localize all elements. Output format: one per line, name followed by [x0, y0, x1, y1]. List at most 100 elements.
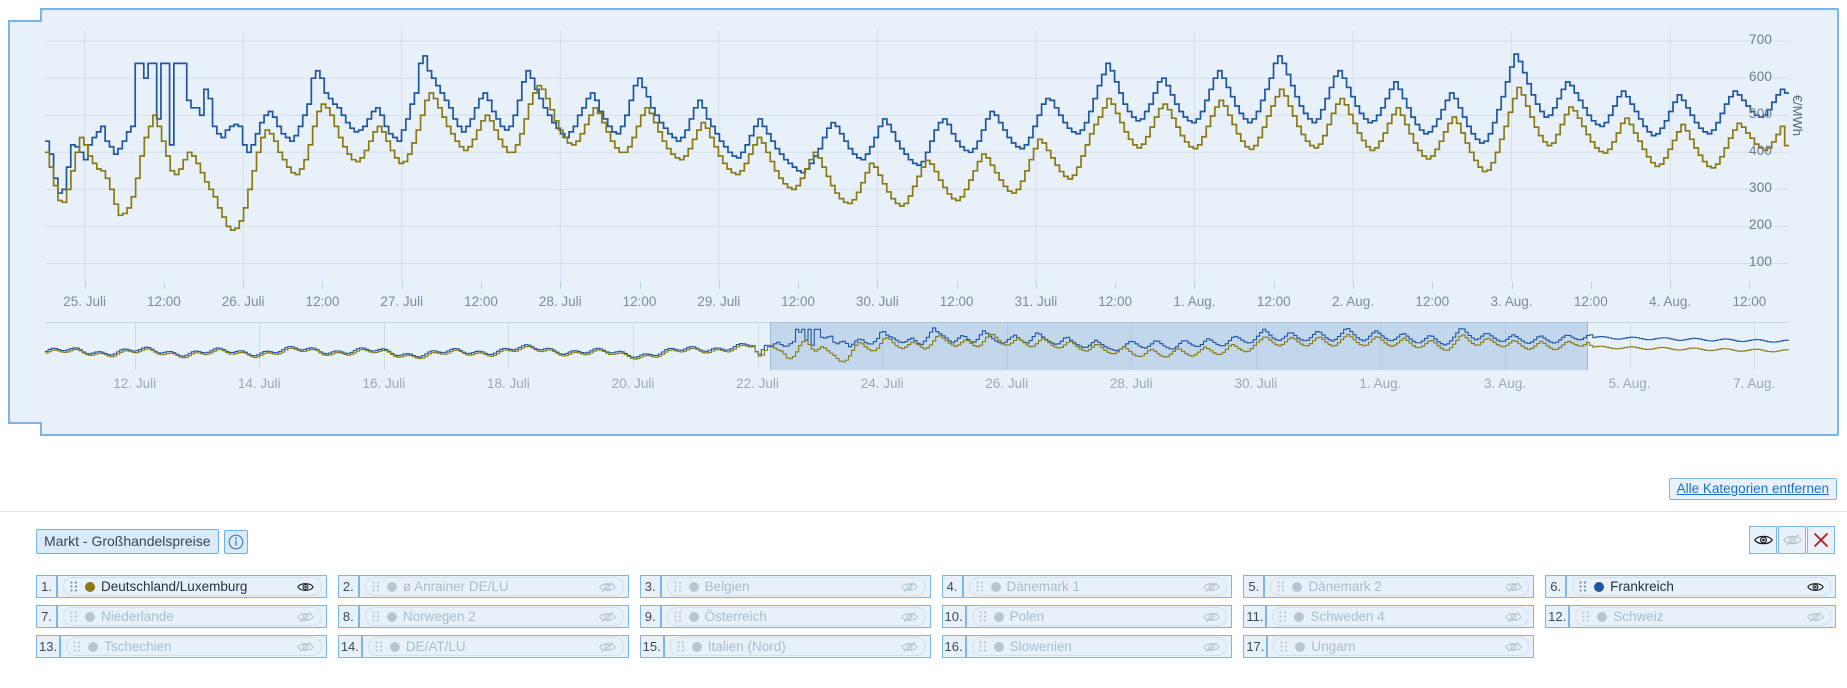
navigator-tick-label: 20. Juli	[611, 376, 655, 391]
eye-slash-icon[interactable]	[901, 580, 919, 594]
x-axis-tick-label: 12:00	[1415, 294, 1450, 309]
x-axis-tick-label: 29. Juli	[697, 294, 741, 309]
hide-all-button[interactable]	[1778, 526, 1806, 554]
eye-slash-icon	[1504, 641, 1522, 652]
legend-item-niederlande[interactable]: Niederlande	[57, 605, 327, 628]
legend-item-index: 5.	[1243, 575, 1265, 598]
eye-slash-icon[interactable]	[1202, 640, 1220, 654]
eye-slash-icon[interactable]	[901, 610, 919, 624]
drag-handle-icon[interactable]	[1279, 610, 1288, 623]
visibility-controls	[1749, 526, 1835, 554]
legend-cell: 8. Norwegen 2	[337, 605, 629, 628]
legend-item-tschechien[interactable]: Tschechien	[60, 635, 327, 658]
eye-slash-icon	[1202, 581, 1220, 592]
legend-item-slowenien[interactable]: Slowenien	[965, 635, 1233, 658]
show-all-button[interactable]	[1749, 526, 1777, 554]
legend-item-belgien[interactable]: Belgien	[660, 575, 931, 598]
legend-cell: 15. Italien (Nord)	[639, 635, 931, 658]
eye-slash-icon[interactable]	[599, 640, 617, 654]
drag-handle-icon[interactable]	[1280, 640, 1289, 653]
legend-item-de-at-lu[interactable]: DE/AT/LU	[361, 635, 629, 658]
legend-item-frankreich[interactable]: Frankreich	[1566, 575, 1836, 598]
x-axis-tick-mark	[1194, 282, 1196, 289]
legend-item-polen[interactable]: Polen	[965, 605, 1233, 628]
legend-item-sterreich[interactable]: Österreich	[660, 605, 931, 628]
legend-cell: 9. Österreich	[639, 605, 931, 628]
drag-handle-icon[interactable]	[677, 640, 686, 653]
legend-item-index: 1.	[36, 575, 57, 598]
drag-handle-icon[interactable]	[1579, 580, 1588, 593]
eye-slash-icon[interactable]	[1806, 610, 1824, 624]
drag-handle-icon[interactable]	[372, 610, 381, 623]
legend-item-italien-nord[interactable]: Italien (Nord)	[663, 635, 931, 658]
legend-item-index: 15.	[639, 635, 664, 658]
eye-slash-icon[interactable]	[901, 640, 919, 654]
drag-handle-icon[interactable]	[73, 640, 82, 653]
drag-handle-icon[interactable]	[975, 580, 985, 593]
eye-slash-icon	[901, 641, 918, 652]
eye-slash-icon[interactable]	[1202, 610, 1220, 624]
chart-plot-area[interactable]	[45, 30, 1789, 282]
legend-cell: 1. Deutschland/Luxemburg	[36, 575, 327, 598]
eye-icon[interactable]	[297, 580, 315, 594]
navigator-top-rule	[45, 322, 1789, 323]
drag-handle-icon[interactable]	[674, 580, 683, 593]
navigator-tick-label: 7. Aug.	[1733, 376, 1776, 391]
navigator-tick-label: 26. Juli	[985, 376, 1029, 391]
legend-pill: Ungarn	[1273, 637, 1530, 656]
legend-item-anrainer-de-lu[interactable]: ø Anrainer DE/LU	[358, 575, 629, 598]
eye-slash-icon[interactable]	[1504, 610, 1522, 624]
eye-slash-icon	[1504, 611, 1522, 622]
legend-item-label: Norwegen 2	[402, 609, 476, 624]
drag-handle-icon[interactable]	[978, 640, 988, 653]
legend-item-d-nemark-2[interactable]: Dänemark 2	[1264, 575, 1535, 598]
drag-handle-icon[interactable]	[372, 580, 381, 593]
eye-slash-icon[interactable]	[599, 610, 617, 624]
legend-item-schweden-4[interactable]: Schweden 4	[1266, 605, 1535, 628]
legend-item-label: Schweden 4	[1310, 609, 1385, 624]
x-axis-tick-mark	[401, 282, 403, 289]
drag-handle-icon[interactable]	[978, 610, 988, 623]
info-button[interactable]	[223, 529, 248, 554]
x-axis: 25. Juli 12:00 26. Juli 12:00 27. Juli 12:00 2…	[45, 282, 1789, 316]
navigator-tick-label: 5. Aug.	[1608, 376, 1651, 391]
navigator-tick-label: 16. Juli	[362, 376, 406, 391]
x-axis-tick-mark	[560, 282, 562, 289]
eye-icon[interactable]	[1806, 580, 1824, 594]
y-axis-tick-label: 400	[1749, 143, 1773, 159]
navigator-gridline	[259, 322, 261, 370]
eye-slash-icon[interactable]	[1504, 640, 1522, 654]
eye-slash-icon[interactable]	[599, 580, 617, 594]
drag-handle-icon[interactable]	[70, 610, 79, 623]
category-tag[interactable]: Markt - Großhandelspreise	[36, 529, 219, 554]
eye-slash-icon	[599, 641, 617, 652]
legend-item-label: Schweiz	[1613, 609, 1664, 624]
navigator-gridline	[1131, 322, 1133, 370]
eye-slash-icon[interactable]	[297, 610, 315, 624]
drag-handle-icon[interactable]	[674, 610, 683, 623]
eye-slash-icon[interactable]	[1202, 580, 1220, 594]
series-legend: 1. Deutschland/Luxemburg 2. ø Anrainer DE/L…	[36, 575, 1836, 658]
legend-item-norwegen-2[interactable]: Norwegen 2	[358, 605, 629, 628]
drag-handle-icon[interactable]	[1277, 580, 1286, 593]
legend-item-d-nemark-1[interactable]: Dänemark 1	[962, 575, 1233, 598]
x-axis-tick-mark	[1511, 282, 1513, 289]
eye-slash-icon[interactable]	[1504, 580, 1522, 594]
y-axis-tick-label: 600	[1749, 69, 1773, 85]
eye-slash-icon[interactable]	[297, 640, 315, 654]
legend-item-schweiz[interactable]: Schweiz	[1569, 605, 1836, 628]
legend-item-index: 17.	[1243, 635, 1268, 658]
legend-item-deutschland-luxemburg[interactable]: Deutschland/Luxemburg	[57, 575, 327, 598]
drag-handle-icon[interactable]	[1582, 610, 1591, 623]
drag-handle-icon[interactable]	[70, 580, 79, 593]
y-axis-tick-label: 700	[1749, 32, 1773, 48]
drag-handle-icon[interactable]	[375, 640, 384, 653]
x-axis-tick-mark	[1035, 282, 1037, 289]
remove-all-button[interactable]	[1807, 526, 1835, 554]
legend-item-ungarn[interactable]: Ungarn	[1267, 635, 1535, 658]
chart-navigator[interactable]: 12. Juli 14. Juli 16. Juli 18. Juli 20. Juli…	[45, 322, 1789, 398]
remove-all-categories-link[interactable]: Alle Kategorien entfernen	[1668, 478, 1837, 500]
x-axis-tick-label: 12:00	[464, 294, 498, 309]
navigator-gridline	[1006, 322, 1008, 370]
x-axis-tick-label: 1. Aug.	[1173, 294, 1216, 309]
